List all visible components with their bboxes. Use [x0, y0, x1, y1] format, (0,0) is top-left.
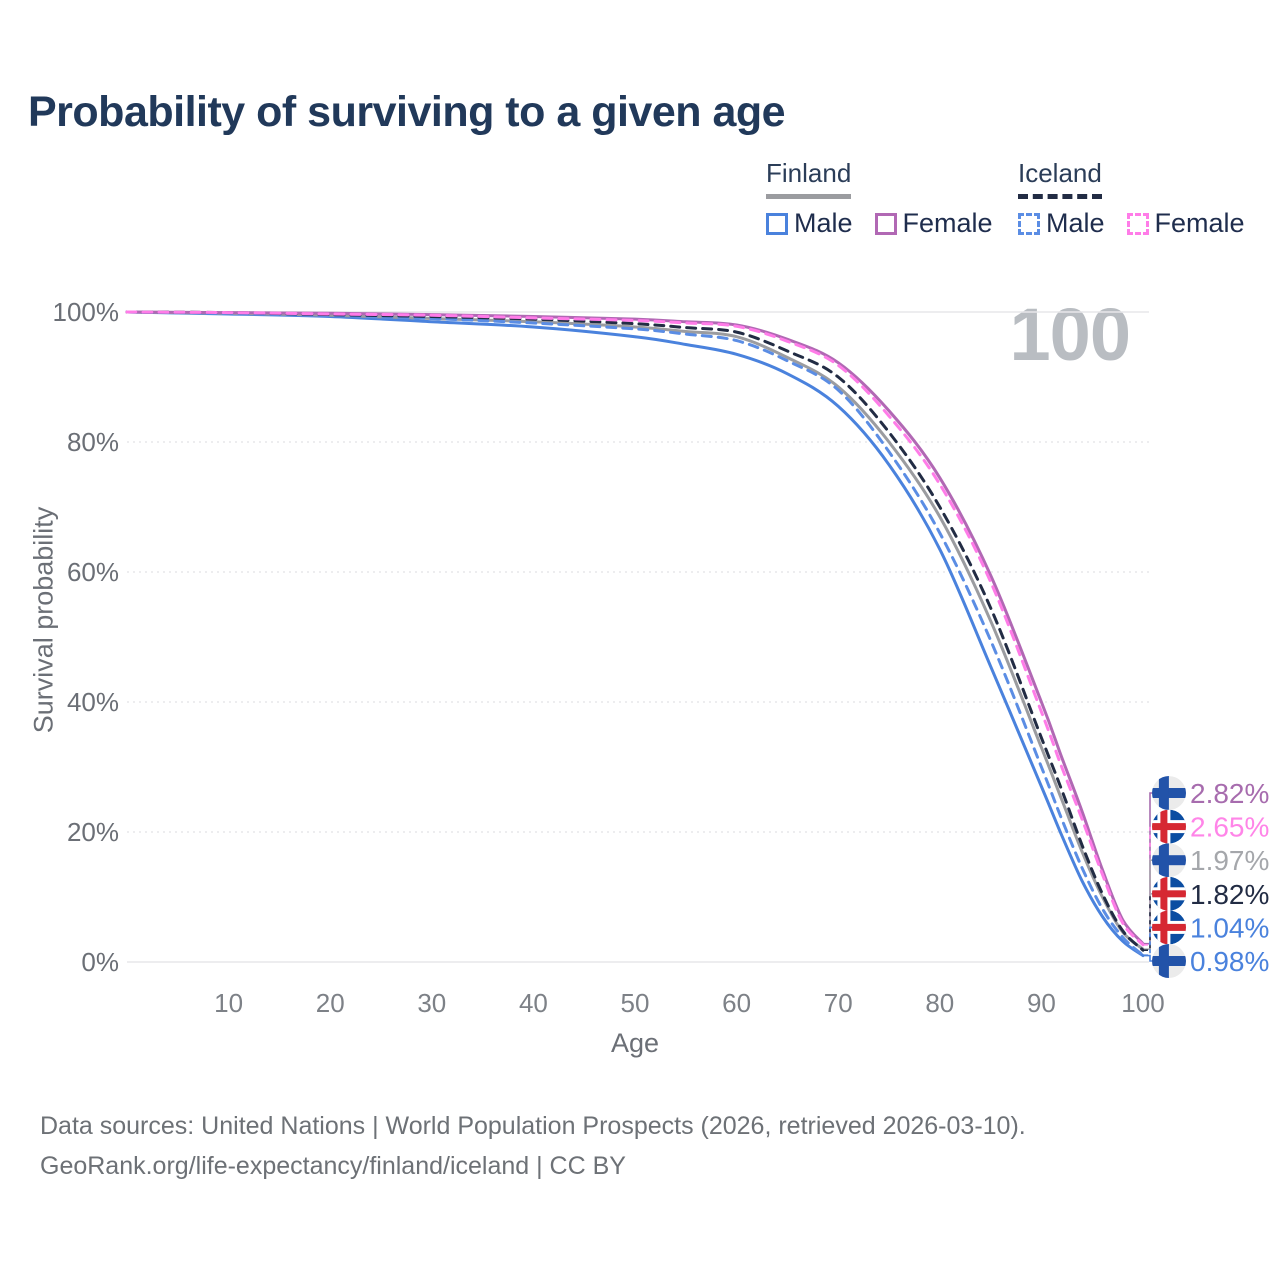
- legend-iceland-heading[interactable]: Iceland: [1018, 158, 1102, 199]
- series-line-iceland_total: [125, 310, 1145, 952]
- end-value-iceland_female: 2.65%: [1190, 812, 1269, 843]
- end-value-finland_female: 2.82%: [1190, 778, 1269, 809]
- x-tick-label: 100: [1121, 988, 1164, 1018]
- end-value-iceland_male: 1.04%: [1190, 912, 1269, 943]
- x-axis-title: Age: [610, 1028, 660, 1058]
- data-source-note: Data sources: United Nations | World Pop…: [40, 1106, 1026, 1186]
- axis-tick-labels: 0% 20% 40% 60% 80% 100% 10 20 30 40 50 60 70 80 90 100: [53, 297, 1165, 1018]
- flag-icon-iceland: [1152, 910, 1186, 945]
- legend-iceland-row: Male Female: [1018, 208, 1245, 239]
- flag-icon-finland: [1152, 944, 1186, 978]
- legend-group-finland: Finland Male Female: [766, 158, 993, 239]
- iceland-male-swatch-icon: [1018, 212, 1040, 235]
- page-title: Probability of surviving to a given age: [28, 88, 786, 136]
- x-tick-label: 80: [925, 988, 954, 1018]
- y-axis-title: Survival probability: [28, 506, 59, 734]
- y-tick-label: 0%: [81, 947, 119, 977]
- legend-iceland-female-label: Female: [1154, 208, 1245, 238]
- series-line-finland_female: [125, 310, 1145, 946]
- y-tick-label: 100%: [53, 297, 120, 327]
- gridlines: [127, 311, 1149, 963]
- y-tick-label: 40%: [67, 687, 119, 717]
- legend-finland-female-label: Female: [902, 208, 993, 238]
- end-value-finland_total: 1.97%: [1190, 845, 1269, 876]
- legend-finland-heading[interactable]: Finland: [766, 158, 852, 199]
- x-tick-label: 50: [621, 988, 650, 1018]
- series-line-finland_total: [125, 310, 1145, 951]
- end-value-iceland_total: 1.82%: [1190, 879, 1269, 910]
- y-tick-label: 60%: [67, 557, 119, 587]
- finland-female-swatch-icon: [874, 212, 897, 235]
- flag-icon-finland: [1152, 776, 1186, 810]
- x-tick-label: 20: [316, 988, 345, 1018]
- legend-item-iceland-female[interactable]: Female: [1126, 208, 1245, 239]
- iceland-female-swatch-icon: [1126, 212, 1149, 235]
- x-tick-label: 30: [417, 988, 446, 1018]
- age-counter-watermark: 100: [1009, 293, 1131, 376]
- y-tick-label: 80%: [67, 427, 119, 457]
- x-tick-label: 70: [824, 988, 853, 1018]
- finland-male-swatch-icon: [766, 212, 788, 235]
- legend-group-iceland: Iceland Male Female: [1018, 158, 1245, 239]
- end-value-finland_male: 0.98%: [1190, 946, 1269, 977]
- legend-finland-row: Male Female: [766, 208, 993, 239]
- legend-item-finland-female[interactable]: Female: [874, 208, 993, 239]
- series-line-iceland_male: [125, 310, 1145, 957]
- flag-icon-finland: [1152, 843, 1186, 878]
- x-tick-label: 60: [722, 988, 751, 1018]
- y-tick-label: 20%: [67, 817, 119, 847]
- source-line-2: GeoRank.org/life-expectancy/finland/icel…: [40, 1152, 626, 1180]
- legend-item-finland-male[interactable]: Male: [766, 208, 853, 239]
- source-line-1: Data sources: United Nations | World Pop…: [40, 1112, 1026, 1140]
- series-line-iceland_female: [125, 310, 1145, 947]
- legend-item-iceland-male[interactable]: Male: [1018, 208, 1105, 239]
- end-value-labels: 2.82%2.65%1.97%1.82%1.04%0.98%: [1144, 776, 1269, 978]
- x-tick-label: 10: [214, 988, 243, 1018]
- series-line-finland_male: [125, 310, 1145, 958]
- x-tick-label: 90: [1027, 988, 1056, 1018]
- flag-icon-iceland: [1152, 809, 1186, 844]
- series-lines: [125, 310, 1145, 958]
- legend-iceland-male-label: Male: [1046, 208, 1105, 238]
- x-tick-label: 40: [519, 988, 548, 1018]
- legend-finland-male-label: Male: [794, 208, 853, 238]
- flag-icon-iceland: [1152, 876, 1186, 911]
